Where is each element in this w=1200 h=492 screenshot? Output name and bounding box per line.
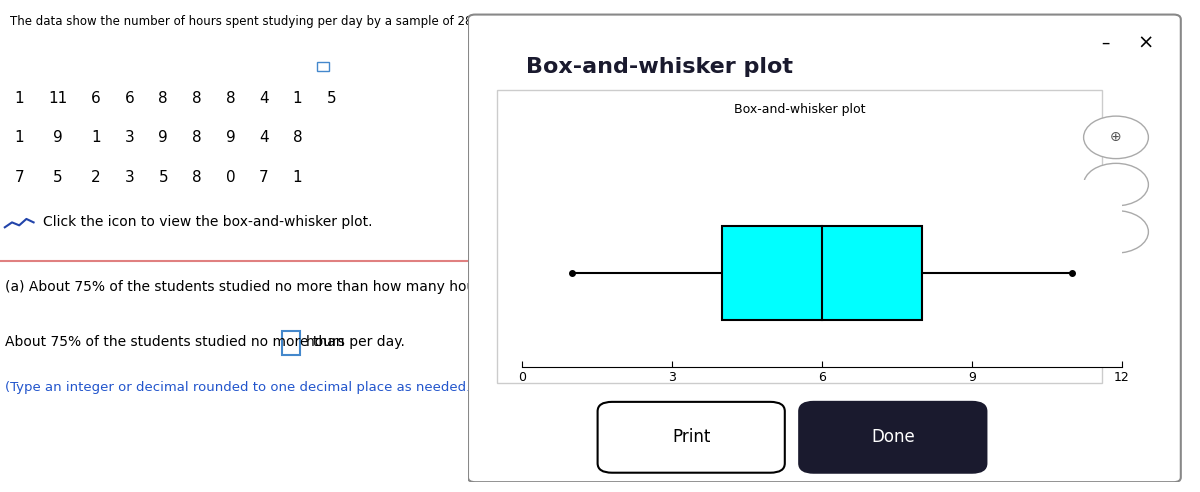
Text: ↗: ↗	[1110, 225, 1122, 239]
Text: The data show the number of hours spent studying per day by a sample of 28 stude: The data show the number of hours spent …	[10, 15, 974, 28]
Circle shape	[1084, 163, 1148, 206]
Text: 6: 6	[91, 91, 101, 106]
Circle shape	[1084, 116, 1148, 158]
Text: –: –	[1102, 34, 1110, 52]
Text: 5: 5	[326, 91, 336, 106]
Text: Box-and-whisker plot: Box-and-whisker plot	[734, 102, 866, 116]
Text: 4: 4	[259, 91, 269, 106]
Text: 3: 3	[125, 170, 134, 184]
FancyBboxPatch shape	[282, 331, 300, 355]
Text: 8: 8	[158, 91, 168, 106]
Text: (a) About 75% of the students studied no more than how many hours per day?: (a) About 75% of the students studied no…	[5, 280, 553, 294]
Text: 9: 9	[158, 130, 168, 145]
Text: ×: ×	[1138, 33, 1154, 53]
Text: 11: 11	[48, 91, 67, 106]
Text: 9: 9	[53, 130, 62, 145]
FancyBboxPatch shape	[317, 62, 329, 71]
Text: 0: 0	[226, 170, 235, 184]
Text: 1: 1	[14, 91, 24, 106]
Text: Print: Print	[672, 429, 710, 446]
Text: 5: 5	[158, 170, 168, 184]
Text: 8: 8	[293, 130, 302, 145]
Text: 8: 8	[192, 170, 202, 184]
Text: 7: 7	[14, 170, 24, 184]
Text: ⊕: ⊕	[1110, 130, 1122, 144]
Text: Click the icon to view the box-and-whisker plot.: Click the icon to view the box-and-whisk…	[43, 215, 373, 229]
Text: hours per day.: hours per day.	[306, 335, 406, 349]
Bar	[722, 226, 922, 320]
Text: 5: 5	[53, 170, 62, 184]
Text: 8: 8	[192, 130, 202, 145]
Text: About 75% of the students studied no more than: About 75% of the students studied no mor…	[5, 335, 344, 349]
Text: 1: 1	[14, 130, 24, 145]
Text: 1: 1	[91, 130, 101, 145]
Text: 9: 9	[226, 130, 235, 145]
Text: 1: 1	[293, 170, 302, 184]
Text: ⊖: ⊖	[1110, 178, 1122, 191]
Text: Done: Done	[871, 429, 914, 446]
Text: 1: 1	[293, 91, 302, 106]
FancyBboxPatch shape	[468, 15, 1181, 482]
FancyBboxPatch shape	[497, 90, 1102, 383]
Text: 8: 8	[192, 91, 202, 106]
Text: Box-and-whisker plot: Box-and-whisker plot	[526, 57, 793, 77]
Text: 8: 8	[226, 91, 235, 106]
Text: (Type an integer or decimal rounded to one decimal place as needed.): (Type an integer or decimal rounded to o…	[5, 381, 475, 394]
FancyBboxPatch shape	[799, 402, 986, 473]
Text: 4: 4	[259, 130, 269, 145]
Text: 3: 3	[125, 130, 134, 145]
FancyBboxPatch shape	[598, 402, 785, 473]
Text: 2: 2	[91, 170, 101, 184]
Circle shape	[1084, 211, 1148, 253]
Text: 7: 7	[259, 170, 269, 184]
Text: 6: 6	[125, 91, 134, 106]
